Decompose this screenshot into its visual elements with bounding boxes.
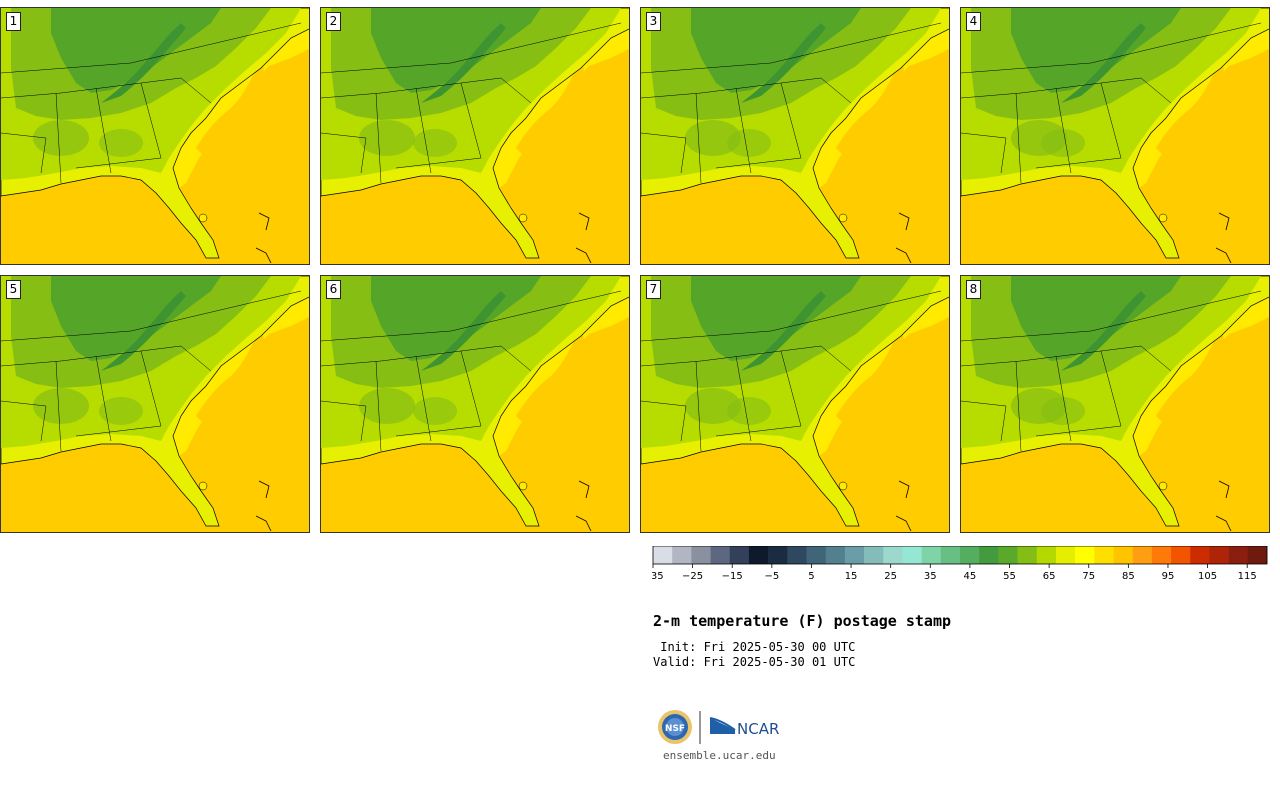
colorbar-swatch: [1036, 546, 1057, 564]
temperature-map: [641, 8, 949, 264]
colorbar-swatch: [1094, 546, 1114, 564]
ensemble-member-panel-4: 4: [960, 7, 1270, 265]
colorbar-tick-label: −15: [722, 571, 743, 582]
colorbar-tick-label: 15: [845, 571, 858, 582]
colorbar-swatch: [998, 546, 1018, 564]
colorbar-swatch: [979, 546, 999, 564]
colorbar-swatch: [710, 546, 731, 564]
colorbar-swatch: [844, 546, 865, 564]
colorbar-swatch: [940, 546, 961, 564]
colorbar-swatch: [1209, 546, 1229, 564]
colorbar-tick-label: 5: [808, 571, 814, 582]
temperature-map: [641, 276, 949, 532]
colorbar-swatch: [902, 546, 922, 564]
ensemble-member-panel-5: 5: [0, 275, 310, 533]
panel-number-label: 7: [646, 280, 661, 299]
temperature-map: [1, 276, 309, 532]
chart-title: 2-m temperature (F) postage stamp: [653, 612, 952, 630]
colorbar-swatch: [1055, 546, 1076, 564]
colorbar-swatch: [1228, 546, 1249, 564]
colorbar-swatch: [729, 546, 750, 564]
panel-number-label: 3: [646, 12, 661, 31]
website-url: ensemble.ucar.edu: [663, 749, 776, 762]
colorbar-tick-label: 45: [964, 571, 977, 582]
colorbar-swatch: [1113, 546, 1133, 564]
panel-number-label: 1: [6, 12, 21, 31]
ensemble-member-panel-8: 8: [960, 275, 1270, 533]
colorbar-tick-label: 115: [1238, 571, 1257, 582]
temperature-map: [961, 276, 1269, 532]
colorbar-swatch: [1132, 546, 1153, 564]
colorbar-tick-label: −25: [682, 571, 703, 582]
colorbar-tick-label: 65: [1043, 571, 1056, 582]
colorbar-swatch: [768, 546, 788, 564]
colorbar-swatch: [672, 546, 692, 564]
temperature-map: [1, 8, 309, 264]
colorbar-swatch: [806, 546, 826, 564]
ensemble-member-panel-7: 7: [640, 275, 950, 533]
colorbar-swatch: [864, 546, 884, 564]
colorbar-tick-label: 95: [1162, 571, 1175, 582]
colorbar-swatch: [1171, 546, 1191, 564]
nsf-seal-icon: NSF: [658, 710, 692, 744]
colorbar-tick-label: 25: [884, 571, 897, 582]
colorbar-swatch: [653, 546, 673, 564]
colorbar-tick-label: −5: [764, 571, 779, 582]
colorbar-swatch: [748, 546, 769, 564]
temperature-colorbar: −35 −25 −15 −5 5 15 25 35 45 55 65 75 85 95 105 115: [652, 546, 1268, 582]
colorbar-tick-label: 85: [1122, 571, 1135, 582]
ensemble-member-panel-2: 2: [320, 7, 630, 265]
colorbar-swatch: [1075, 546, 1095, 564]
colorbar-swatch: [1247, 546, 1268, 564]
init-time: Init: Fri 2025-05-30 00 UTC: [653, 640, 856, 654]
panel-number-label: 6: [326, 280, 341, 299]
temperature-map: [321, 276, 629, 532]
colorbar-tick-label: 105: [1198, 571, 1217, 582]
ensemble-member-panel-1: 1: [0, 7, 310, 265]
colorbar-swatch: [1017, 546, 1038, 564]
nsf-ncar-logo: NSF NCAR: [658, 710, 779, 744]
colorbar-swatch: [787, 546, 807, 564]
svg-text:NCAR: NCAR: [737, 720, 779, 738]
colorbar-tick-label: 75: [1082, 571, 1095, 582]
colorbar-swatch: [1190, 546, 1210, 564]
colorbar-swatch: [1151, 546, 1172, 564]
valid-time: Valid: Fri 2025-05-30 01 UTC: [653, 655, 856, 669]
colorbar-swatch: [691, 546, 711, 564]
colorbar-tick-label: 35: [924, 571, 937, 582]
temperature-map: [321, 8, 629, 264]
logo-area: NSF NCAR: [655, 708, 795, 748]
ensemble-member-panel-3: 3: [640, 7, 950, 265]
panel-number-label: 4: [966, 12, 981, 31]
colorbar-tick-label: 55: [1003, 571, 1016, 582]
svg-text:NSF: NSF: [665, 724, 685, 734]
colorbar-swatch: [883, 546, 903, 564]
ensemble-member-panel-6: 6: [320, 275, 630, 533]
panel-number-label: 2: [326, 12, 341, 31]
panel-number-label: 8: [966, 280, 981, 299]
temperature-map: [961, 8, 1269, 264]
ncar-logo-icon: NCAR: [709, 717, 779, 738]
colorbar-swatch: [921, 546, 942, 564]
colorbar-swatch: [960, 546, 980, 564]
colorbar-tick-label: −35: [652, 571, 664, 582]
colorbar-swatch: [825, 546, 846, 564]
panel-number-label: 5: [6, 280, 21, 299]
